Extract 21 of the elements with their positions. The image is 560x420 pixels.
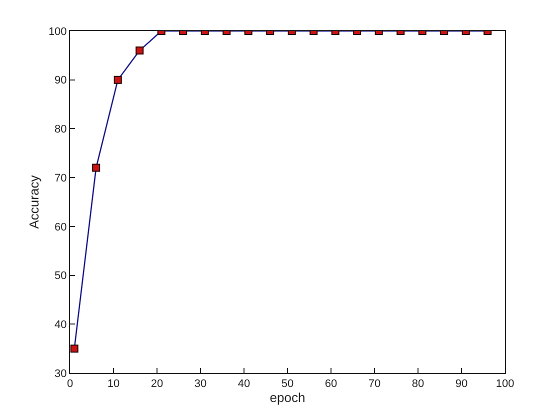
x-tick-label: 40 (238, 378, 250, 390)
y-tick-label: 40 (54, 318, 67, 331)
x-tick-label: 30 (194, 378, 207, 390)
x-tick-label: 60 (324, 378, 338, 390)
y-axis-title: Accuracy (26, 174, 42, 229)
x-tick-label: 90 (455, 378, 468, 390)
x-tick-label: 10 (107, 378, 120, 390)
x-tick-label: 0 (66, 378, 74, 390)
y-tick-label: 60 (54, 221, 67, 234)
x-tick-label: 100 (496, 378, 514, 390)
y-tick-label: 50 (54, 270, 67, 282)
x-tick-label: 50 (281, 378, 294, 390)
x-tick-label: 70 (368, 378, 381, 390)
x-axis-title: epoch (270, 390, 306, 406)
x-tick-label: 80 (412, 378, 424, 390)
y-tick-label: 90 (54, 74, 67, 87)
y-tick-label: 100 (48, 26, 67, 38)
y-tick-label: 70 (54, 172, 67, 184)
x-tick-label: 20 (150, 378, 164, 390)
y-tick-label: 80 (54, 124, 67, 136)
y-tick-label: 30 (54, 368, 67, 380)
